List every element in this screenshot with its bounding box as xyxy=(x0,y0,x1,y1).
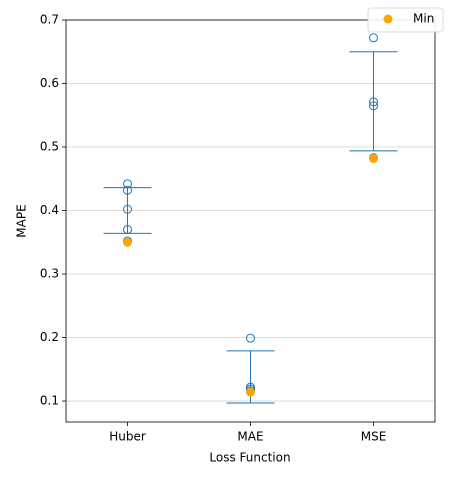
observation-point xyxy=(369,101,378,111)
observation-point xyxy=(369,97,378,107)
observation-point xyxy=(123,179,132,189)
y-tick-label: 0.3 xyxy=(40,267,59,281)
legend-box xyxy=(367,7,444,33)
x-tick-label: Huber xyxy=(109,430,146,444)
x-tick-label: MSE xyxy=(361,430,387,444)
y-tick-label: 0.6 xyxy=(40,76,59,90)
x-axis-label: Loss Function xyxy=(209,451,290,465)
min-point xyxy=(123,237,132,247)
min-point xyxy=(246,387,255,397)
y-axis-label: MAPE xyxy=(15,204,29,237)
legend-label: Min xyxy=(413,12,434,26)
y-tick-label: 0.1 xyxy=(40,394,59,408)
observation-point xyxy=(246,333,255,343)
observation-point xyxy=(123,225,132,235)
observation-point xyxy=(123,204,132,214)
y-tick-label: 0.7 xyxy=(40,13,59,27)
legend-marker xyxy=(383,14,393,24)
observation-point xyxy=(123,185,132,195)
plot-frame xyxy=(65,19,436,423)
y-tick-label: 0.5 xyxy=(40,140,59,154)
min-point xyxy=(369,153,378,163)
y-tick-label: 0.4 xyxy=(40,203,59,217)
x-tick-label: MAE xyxy=(237,430,263,444)
y-tick-label: 0.2 xyxy=(40,330,59,344)
observation-point xyxy=(369,33,378,43)
